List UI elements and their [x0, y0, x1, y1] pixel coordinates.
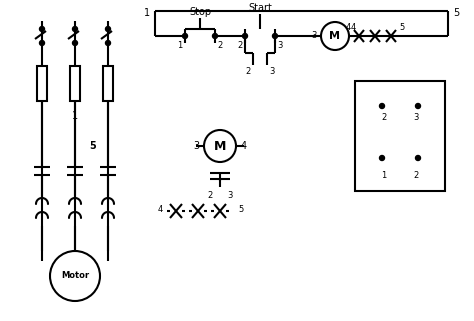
Text: M: M — [214, 140, 226, 152]
Text: 2: 2 — [246, 66, 251, 75]
Circle shape — [416, 155, 420, 160]
Text: Stop: Stop — [189, 7, 211, 17]
Circle shape — [50, 251, 100, 301]
Text: Start: Start — [248, 3, 272, 13]
Text: M: M — [329, 31, 340, 41]
Circle shape — [106, 27, 110, 31]
Text: 3: 3 — [269, 66, 275, 75]
Text: 3: 3 — [193, 141, 199, 151]
Text: 1: 1 — [72, 111, 78, 121]
Text: 5: 5 — [90, 141, 96, 151]
Circle shape — [273, 33, 277, 39]
Bar — [355, 81, 445, 191]
Circle shape — [39, 40, 45, 46]
Circle shape — [416, 103, 420, 108]
Circle shape — [106, 40, 110, 46]
Text: 4: 4 — [346, 23, 351, 32]
Text: 5: 5 — [400, 23, 405, 32]
Circle shape — [73, 40, 78, 46]
Text: 5: 5 — [453, 8, 459, 18]
Text: 2: 2 — [218, 41, 223, 50]
Circle shape — [73, 27, 78, 31]
Bar — [37, 66, 47, 101]
Circle shape — [39, 27, 45, 31]
Text: 3: 3 — [413, 114, 419, 123]
Text: 4: 4 — [350, 23, 356, 32]
Text: 3: 3 — [228, 190, 233, 199]
Circle shape — [321, 22, 349, 50]
Text: 1: 1 — [144, 8, 150, 18]
Bar — [70, 66, 80, 101]
Text: 2: 2 — [207, 190, 213, 199]
Text: 4: 4 — [157, 204, 163, 213]
Circle shape — [212, 33, 218, 39]
Text: 4: 4 — [241, 141, 247, 151]
Text: 1: 1 — [382, 171, 387, 180]
Circle shape — [204, 130, 236, 162]
Circle shape — [243, 33, 247, 39]
Text: 1: 1 — [177, 41, 182, 50]
Text: Motor: Motor — [61, 272, 89, 281]
Text: 5: 5 — [238, 204, 244, 213]
Circle shape — [380, 155, 384, 160]
Text: 2: 2 — [413, 171, 419, 180]
Text: 2: 2 — [237, 41, 243, 50]
Text: 3: 3 — [277, 41, 283, 50]
Bar — [103, 66, 113, 101]
Circle shape — [182, 33, 188, 39]
Text: 3: 3 — [311, 31, 317, 40]
Text: 2: 2 — [382, 114, 387, 123]
Circle shape — [380, 103, 384, 108]
